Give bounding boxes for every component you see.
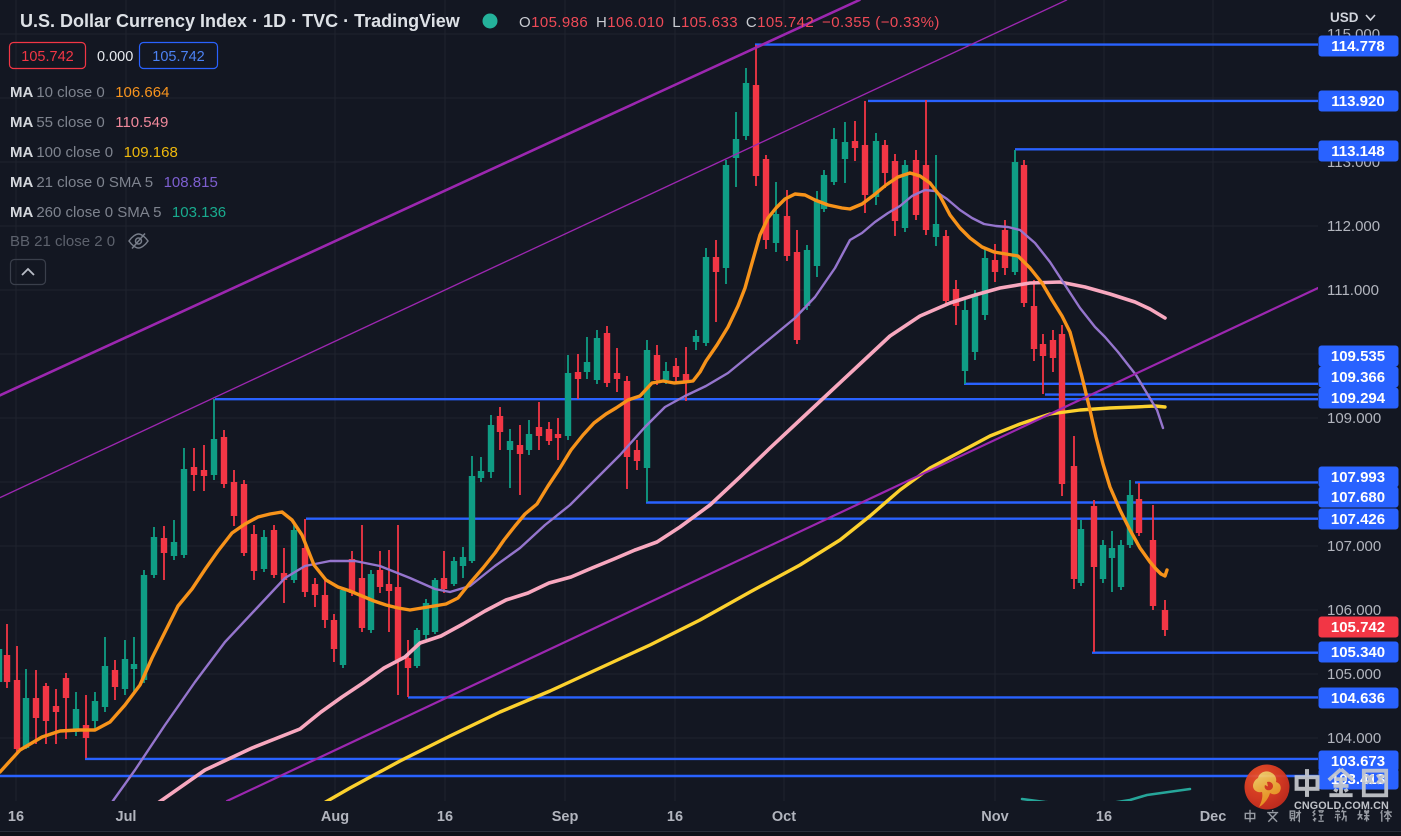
svg-text:109.366: 109.366: [1331, 369, 1385, 386]
svg-text:109.000: 109.000: [1327, 410, 1381, 427]
svg-text:16: 16: [667, 809, 683, 825]
svg-text:MA 55 close 0 110.549: MA 55 close 0 110.549: [10, 114, 168, 131]
svg-text:Oct: Oct: [772, 809, 796, 825]
svg-text:107.993: 107.993: [1331, 469, 1385, 486]
svg-text:16: 16: [8, 809, 24, 825]
svg-text:104.000: 104.000: [1327, 730, 1381, 747]
svg-text:114.778: 114.778: [1331, 38, 1384, 55]
svg-text:105.340: 105.340: [1331, 644, 1385, 661]
svg-text:105.742: 105.742: [21, 49, 73, 65]
svg-text:O105.986 H106.010 L105.633 C10: O105.986 H106.010 L105.633 C105.742 −0.3…: [519, 14, 940, 31]
svg-text:106.000: 106.000: [1327, 602, 1381, 619]
svg-text:111.000: 111.000: [1327, 282, 1379, 299]
svg-text:103.673: 103.673: [1331, 753, 1385, 770]
svg-text:113.148: 113.148: [1331, 143, 1384, 160]
svg-text:107.426: 107.426: [1331, 511, 1385, 528]
svg-text:Dec: Dec: [1200, 809, 1227, 825]
svg-text:104.636: 104.636: [1331, 690, 1385, 707]
svg-text:USD: USD: [1330, 10, 1359, 25]
svg-text:Nov: Nov: [981, 809, 1008, 825]
svg-text:107.000: 107.000: [1327, 538, 1381, 555]
svg-text:0.000: 0.000: [97, 49, 133, 65]
svg-text:105.742: 105.742: [1331, 619, 1385, 636]
svg-text:105.000: 105.000: [1327, 666, 1381, 683]
svg-text:112.000: 112.000: [1327, 218, 1380, 235]
svg-text:MA 260 close 0 SMA 5 103.136: MA 260 close 0 SMA 5 103.136: [10, 204, 226, 221]
svg-text:107.680: 107.680: [1331, 489, 1385, 506]
svg-text:MA 100 close 0 109.168: MA 100 close 0 109.168: [10, 144, 178, 161]
svg-text:BB 21 close 2 0: BB 21 close 2 0: [10, 233, 115, 250]
svg-text:113.920: 113.920: [1331, 93, 1384, 110]
svg-text:U.S. Dollar Currency Index · 1: U.S. Dollar Currency Index · 1D · TVC · …: [20, 11, 461, 31]
svg-text:MA 10 close 0 106.664: MA 10 close 0 106.664: [10, 84, 169, 101]
svg-text:109.294: 109.294: [1331, 390, 1386, 407]
svg-text:CNGOLD.COM.CN: CNGOLD.COM.CN: [1294, 800, 1389, 812]
svg-text:105.742: 105.742: [152, 49, 204, 65]
svg-text:MA 21 close 0 SMA 5 108.815: MA 21 close 0 SMA 5 108.815: [10, 174, 218, 191]
svg-text:Sep: Sep: [552, 809, 579, 825]
svg-text:16: 16: [437, 809, 453, 825]
svg-text:109.535: 109.535: [1331, 348, 1385, 365]
svg-text:Aug: Aug: [321, 809, 349, 825]
svg-text:Jul: Jul: [116, 809, 137, 825]
svg-text:16: 16: [1096, 809, 1112, 825]
